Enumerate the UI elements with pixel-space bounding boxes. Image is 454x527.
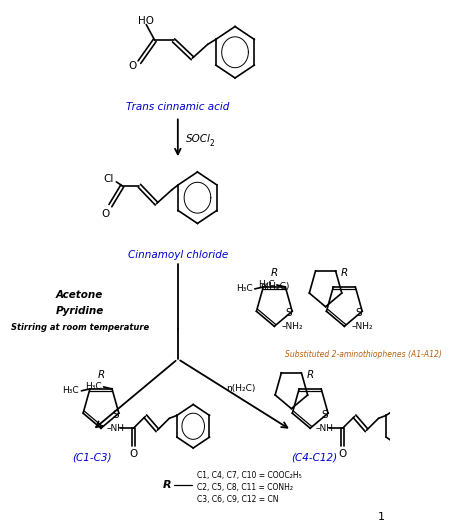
Text: C2, C5, C8, C11 = CONH₂: C2, C5, C8, C11 = CONH₂ [197, 483, 293, 492]
Text: (C4-C12): (C4-C12) [291, 453, 337, 463]
Text: Substituted 2-aminothiophenes (A1-A12): Substituted 2-aminothiophenes (A1-A12) [285, 349, 441, 358]
Text: C3, C6, C9, C12 = CN: C3, C6, C9, C12 = CN [197, 495, 279, 504]
Text: Cl: Cl [104, 174, 114, 184]
Text: SOCl: SOCl [186, 134, 211, 144]
Text: R: R [340, 268, 348, 278]
Text: S: S [321, 410, 328, 420]
Text: O: O [101, 209, 109, 219]
Text: R: R [97, 370, 104, 380]
Text: (C1-C3): (C1-C3) [73, 453, 112, 463]
Text: S: S [286, 308, 292, 318]
Text: –NH₂: –NH₂ [281, 322, 303, 331]
Text: Stirring at room temperature: Stirring at room temperature [10, 323, 149, 332]
Text: Acetone: Acetone [56, 290, 103, 300]
Text: H₃C: H₃C [236, 285, 252, 294]
Text: 2: 2 [209, 139, 214, 148]
Text: O: O [339, 449, 347, 459]
Text: C1, C4, C7, C10 = COOC₂H₅: C1, C4, C7, C10 = COOC₂H₅ [197, 471, 302, 480]
Text: n(H₂C): n(H₂C) [226, 384, 256, 393]
Text: S: S [355, 308, 362, 318]
Text: R: R [306, 370, 314, 380]
Text: H₃C: H₃C [63, 386, 79, 395]
Text: –NH: –NH [316, 424, 333, 433]
Text: Pyridine: Pyridine [55, 307, 104, 317]
Text: O: O [129, 449, 138, 459]
Text: –NH₂: –NH₂ [351, 322, 373, 331]
Text: S: S [112, 410, 119, 420]
Text: H₃C: H₃C [85, 383, 101, 392]
Text: Cinnamoyl chloride: Cinnamoyl chloride [128, 250, 228, 260]
Text: R: R [271, 268, 278, 278]
Text: HO: HO [138, 16, 154, 26]
Text: O: O [128, 61, 137, 71]
Text: Trans cinnamic acid: Trans cinnamic acid [126, 102, 230, 112]
Text: n(H₂C): n(H₂C) [260, 282, 290, 291]
Text: 1: 1 [378, 512, 385, 522]
Text: H₃C: H₃C [258, 280, 275, 289]
Text: R: R [163, 480, 171, 490]
Text: –NH: –NH [106, 424, 124, 433]
